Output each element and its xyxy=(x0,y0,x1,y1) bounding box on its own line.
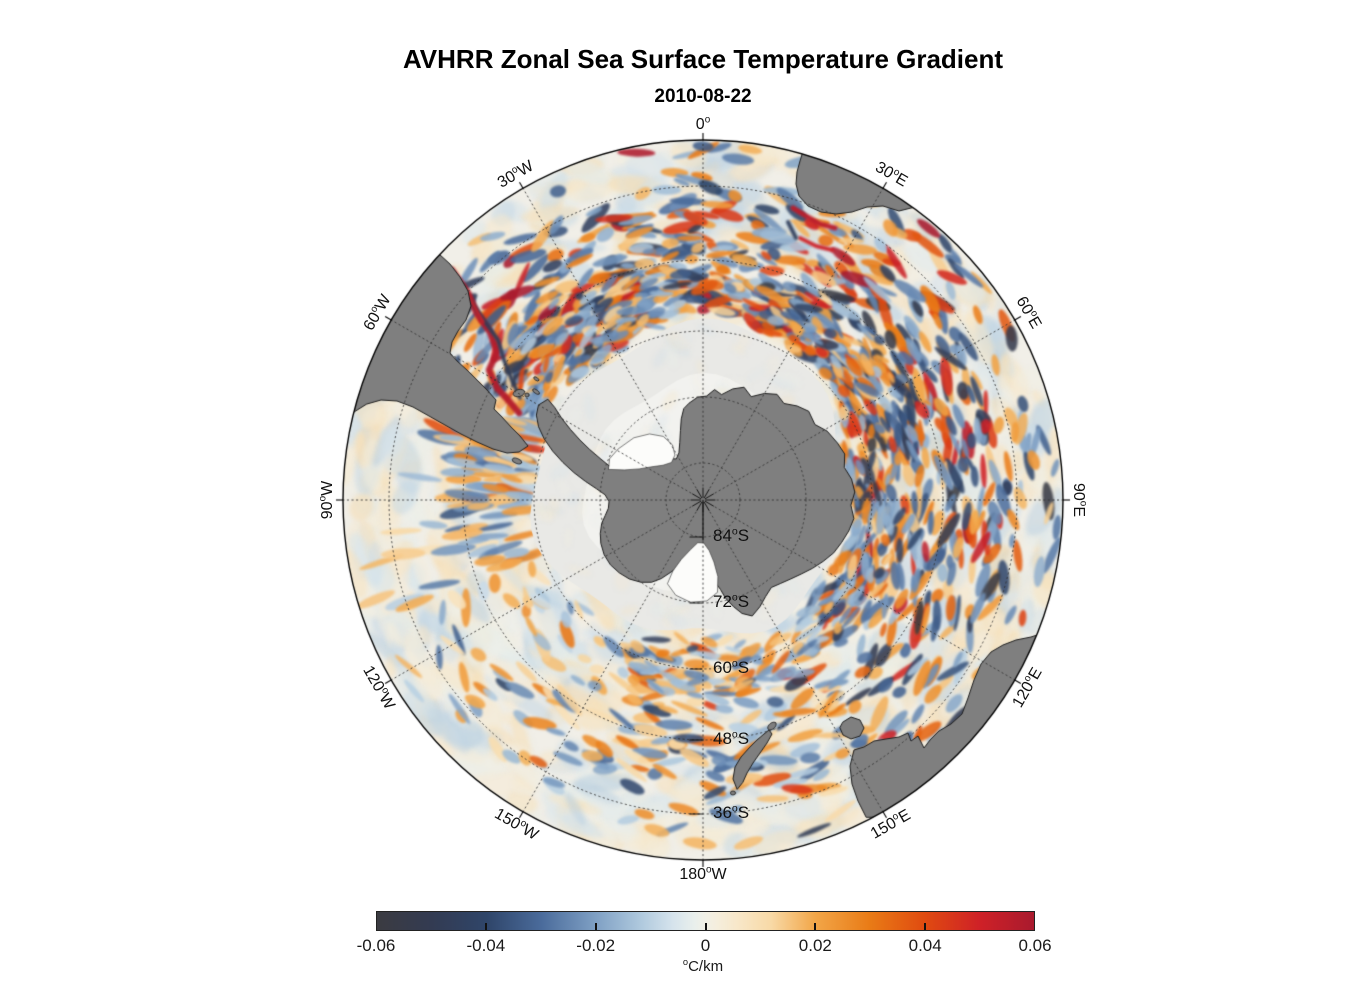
colorbar-tick-label-2: -0.02 xyxy=(576,936,616,955)
colorbar-tick-label-6: 0.06 xyxy=(1018,936,1052,955)
colorbar-tick xyxy=(485,923,488,930)
colorbar-unit-label: oC/km xyxy=(682,957,724,975)
colorbar xyxy=(376,911,1035,931)
colorbar-tick-label-0: -0.06 xyxy=(356,936,396,955)
colorbar-tick-label-1: -0.04 xyxy=(466,936,506,955)
colorbar-tick xyxy=(594,923,597,930)
colorbar-tick-label-4: 0.02 xyxy=(798,936,832,955)
colorbar-tick-label-5: 0.04 xyxy=(908,936,942,955)
colorbar-tick xyxy=(813,923,816,930)
colorbar-tick-label-3: 0 xyxy=(700,936,711,955)
colorbar-tick xyxy=(704,923,707,930)
colorbar-tick xyxy=(923,923,926,930)
